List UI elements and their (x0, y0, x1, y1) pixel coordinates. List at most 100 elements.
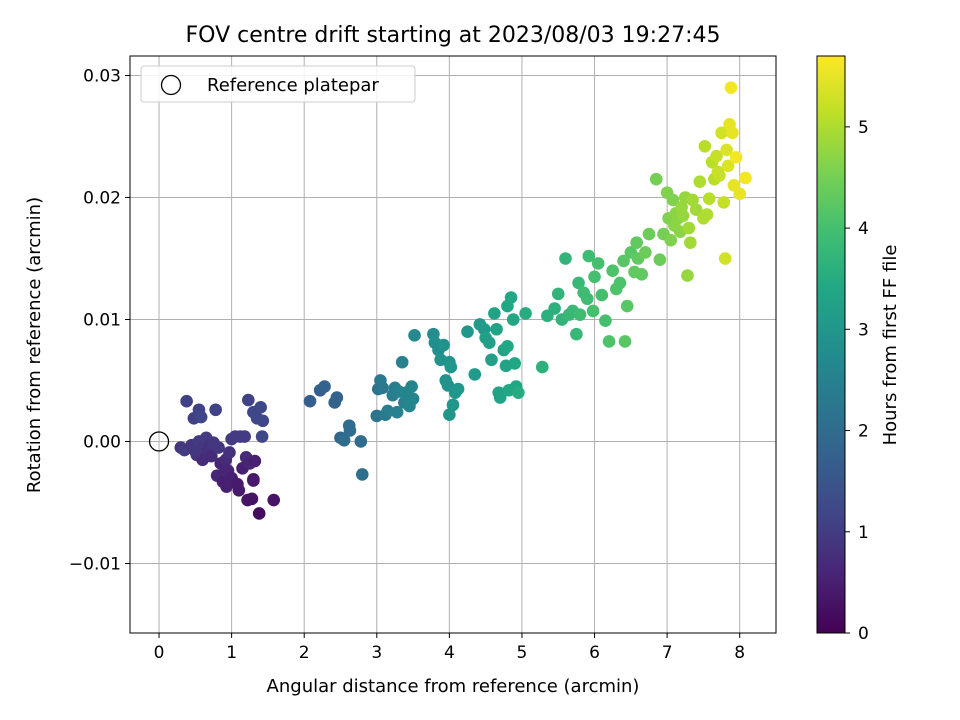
legend-entry-label: Reference platepar (207, 75, 379, 96)
data-point (180, 394, 193, 408)
data-point (247, 474, 260, 487)
data-point (682, 221, 696, 235)
data-point (501, 340, 514, 353)
data-point (446, 398, 460, 412)
data-point (717, 196, 731, 209)
colorbar-tick-label: 0 (858, 624, 869, 644)
data-point (572, 276, 585, 290)
data-point (630, 236, 643, 249)
data-points (174, 81, 752, 520)
data-point (490, 322, 503, 336)
data-point (444, 360, 458, 374)
data-point (666, 193, 680, 207)
data-point (468, 368, 482, 381)
data-point (713, 169, 726, 182)
data-point (212, 441, 225, 454)
data-point (733, 187, 747, 201)
data-point (686, 193, 699, 207)
colorbar-frame (816, 55, 846, 634)
data-point (267, 493, 281, 507)
data-point (204, 449, 218, 463)
y-tick-label: −0.01 (69, 554, 121, 574)
reference-platepar-marker (148, 431, 170, 452)
data-point (303, 394, 317, 408)
data-point (318, 380, 331, 393)
legend: Reference platepar (140, 65, 416, 103)
colorbar-gradient (817, 56, 845, 633)
y-tick-label: 0.00 (83, 432, 121, 452)
data-point (451, 382, 465, 396)
data-point (689, 203, 703, 217)
data-point (485, 353, 498, 367)
data-point (718, 252, 732, 265)
data-point (390, 405, 404, 419)
data-point (613, 276, 627, 290)
x-tick-label: 5 (517, 643, 528, 663)
data-point (437, 338, 450, 352)
data-point (405, 380, 418, 393)
data-point (330, 391, 344, 404)
data-point (721, 159, 735, 173)
y-tick-label: 0.01 (83, 310, 121, 330)
data-point (599, 314, 612, 328)
data-point (551, 287, 565, 301)
colorbar-tick-label: 3 (858, 320, 869, 340)
data-point (337, 433, 351, 447)
y-axis-ticks: −0.01 0.00 0.01 0.02 0.03 (69, 67, 130, 574)
x-axis-ticks: 0 1 2 3 4 5 6 7 8 (154, 633, 745, 663)
x-tick-label: 1 (226, 643, 237, 663)
data-point (639, 246, 652, 259)
data-point (248, 454, 262, 468)
data-point (252, 507, 266, 520)
x-axis-label: Angular distance from reference (arcmin) (267, 676, 640, 697)
colorbar-tick-label: 5 (858, 118, 869, 138)
data-point (580, 292, 594, 306)
data-point (586, 304, 600, 318)
data-point (245, 492, 259, 506)
data-point (739, 171, 752, 185)
x-tick-label: 3 (371, 643, 382, 663)
x-tick-label: 6 (589, 643, 600, 663)
data-point (395, 355, 409, 369)
y-axis-label: Rotation from reference (arcmin) (24, 197, 45, 493)
data-point (209, 403, 222, 417)
data-point (664, 233, 678, 247)
chart-title: FOV centre drift starting at 2023/08/03 … (186, 23, 721, 48)
data-point (254, 401, 267, 414)
colorbar-tick-label: 1 (858, 523, 869, 543)
legend-box (140, 65, 416, 103)
data-point (606, 264, 619, 277)
data-point (642, 227, 656, 241)
data-point (684, 236, 697, 249)
data-point (493, 391, 507, 404)
data-point (635, 268, 649, 281)
x-tick-label: 7 (662, 643, 673, 663)
data-point (710, 149, 723, 163)
grid-lines (130, 56, 776, 633)
data-point (461, 325, 474, 338)
data-point (618, 335, 632, 348)
data-point (573, 308, 587, 321)
data-point (559, 252, 572, 265)
data-point (700, 208, 714, 221)
colorbar-tick-label: 4 (858, 219, 869, 239)
data-point (256, 414, 270, 428)
data-point (232, 483, 246, 497)
data-point (715, 126, 728, 140)
data-point (443, 408, 456, 421)
data-point (242, 393, 255, 407)
data-point (681, 269, 694, 282)
data-point (355, 468, 369, 481)
data-point (512, 386, 525, 399)
data-point (617, 254, 630, 268)
y-tick-label: 0.02 (83, 189, 121, 209)
data-point (548, 302, 561, 315)
data-point (693, 175, 707, 188)
data-point (519, 307, 532, 320)
data-point (676, 209, 690, 223)
colorbar: 0 1 2 3 4 5 Hours from first FF file (816, 55, 901, 644)
data-point (506, 313, 520, 326)
data-point (602, 335, 616, 348)
data-point (488, 307, 501, 320)
